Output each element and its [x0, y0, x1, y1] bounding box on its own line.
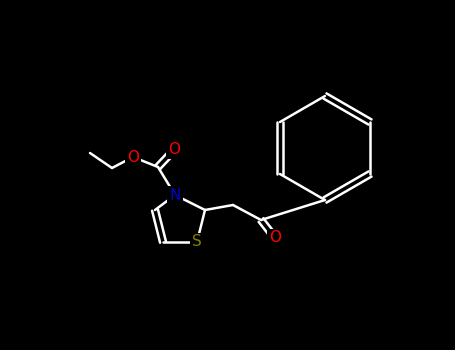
Text: N: N — [169, 188, 181, 203]
Text: O: O — [168, 142, 180, 158]
Text: O: O — [269, 231, 281, 245]
Text: S: S — [192, 234, 202, 250]
Text: O: O — [127, 149, 139, 164]
